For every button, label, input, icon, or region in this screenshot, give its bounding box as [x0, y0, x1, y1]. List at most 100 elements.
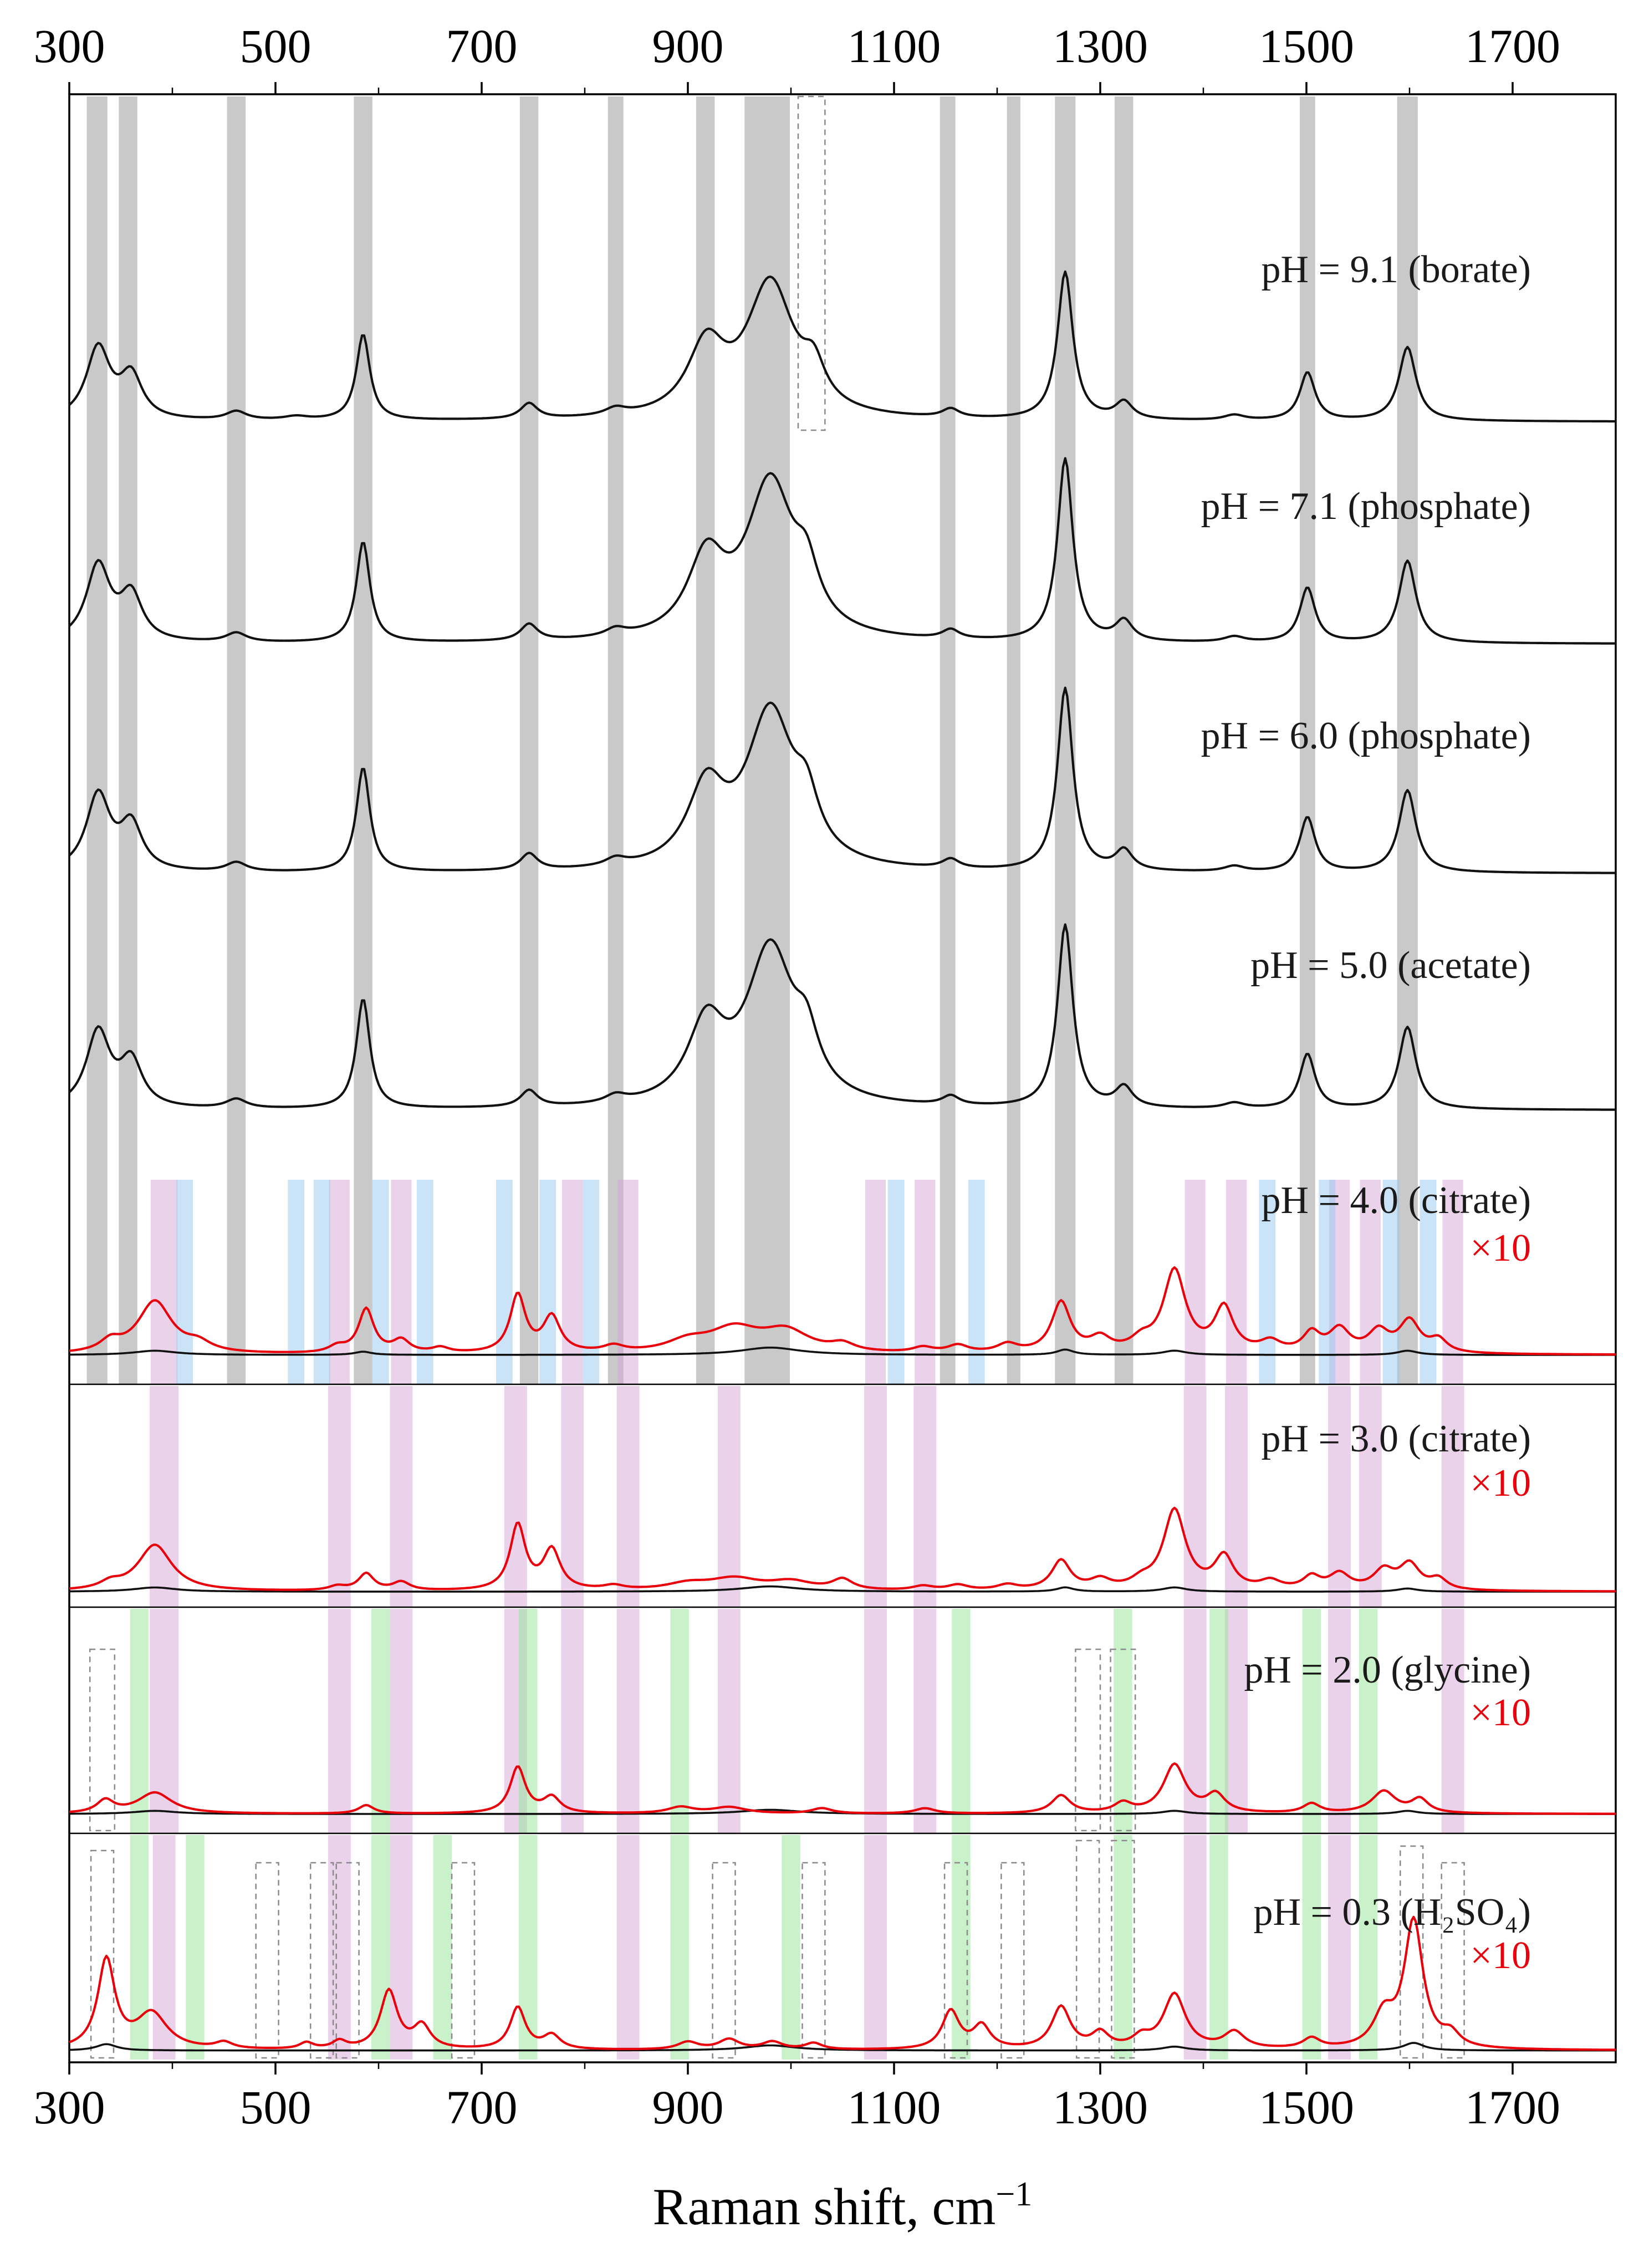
ph3-pink-band: [390, 1386, 413, 1607]
borate-dashed-band: [797, 95, 826, 431]
x-tick-label-top: 1500: [1259, 19, 1354, 73]
x-tick-label-top: 1300: [1053, 19, 1148, 73]
ph03-green-band: [186, 1835, 205, 2060]
x-tick-label-bottom: 1100: [847, 2081, 941, 2134]
ph03-green-band: [782, 1835, 800, 2060]
ph2-dashed-band: [1110, 1648, 1136, 1832]
spectrum-trace-ph9-1: [68, 270, 1616, 423]
ph2-green-band: [1209, 1609, 1228, 1833]
spectrum-trace-ph6-0: [68, 686, 1616, 874]
common-gray-band: [1007, 96, 1020, 1384]
ph03-dashed-band: [255, 1862, 279, 2059]
spectrum-trace-ph2-0: [69, 1762, 1616, 1815]
ph3-pink-band: [616, 1386, 640, 1607]
ph3-pink-band: [504, 1386, 527, 1607]
ph4-pink-band: [329, 1180, 350, 1384]
ph4-blue-band: [583, 1180, 600, 1384]
ph2-green-band: [1114, 1609, 1132, 1833]
ph4-blue-band: [1382, 1180, 1400, 1384]
plot-frame: [68, 93, 1617, 2063]
ph2-pink-band: [1183, 1609, 1207, 1833]
common-gray-band: [1115, 96, 1133, 1384]
ph03-dashed-band: [309, 1862, 334, 2059]
ph3-pink-band: [1183, 1386, 1207, 1607]
x-tick-label-top: 900: [652, 19, 724, 73]
panel-label-7: pH = 0.3 (H₂SO₄): [1254, 1891, 1531, 1934]
x-tick-label-bottom: 700: [446, 2081, 518, 2134]
ph03-dashed-band: [1075, 1839, 1100, 2059]
ph03-pink-band: [1183, 1835, 1207, 2060]
ph4-pink-band: [1226, 1180, 1247, 1384]
ph03-dashed-band: [801, 1862, 826, 2059]
panel-label-1: pH = 7.1 (phosphate): [1201, 485, 1531, 528]
ph4-blue-band: [1319, 1180, 1336, 1384]
ph2-pink-band: [390, 1609, 413, 1833]
ph03-pink-band: [152, 1835, 176, 2060]
reference-trace-ph4-0: [69, 1347, 1616, 1356]
ph03-green-band: [1209, 1835, 1228, 2060]
ph2-green-band: [1359, 1609, 1378, 1833]
panel-label-5: pH = 3.0 (citrate): [1261, 1418, 1531, 1460]
spectrum-trace-ph5-0: [68, 923, 1616, 1111]
ph03-green-band: [670, 1835, 689, 2060]
panel-label-6: pH = 2.0 (glycine): [1244, 1649, 1531, 1691]
x-tick-label-bottom: 500: [240, 2081, 312, 2134]
highlight-bands-layer: [86, 95, 1465, 2060]
ph3-pink-band: [717, 1386, 741, 1607]
panel-label-3: pH = 5.0 (acetate): [1250, 944, 1531, 987]
panel-labels-layer: pH = 9.1 (borate) pH = 7.1 (phosphate) p…: [1201, 248, 1531, 1977]
common-gray-band: [607, 96, 624, 1384]
ph4-pink-band: [617, 1180, 639, 1384]
ph4-pink-band: [391, 1180, 412, 1384]
spectra-layer: [68, 270, 1616, 2052]
ph4-blue-band: [288, 1180, 305, 1384]
common-gray-band: [940, 96, 956, 1384]
ph03-dashed-band: [451, 1862, 476, 2059]
ph4-blue-band: [968, 1180, 985, 1384]
ph2-green-band: [1302, 1609, 1321, 1833]
common-gray-band: [86, 96, 108, 1384]
ph03-pink-band: [864, 1835, 887, 2060]
common-gray-band: [1397, 96, 1418, 1384]
ph03-dashed-band: [1400, 1845, 1424, 2059]
ph4-blue-band: [1259, 1180, 1276, 1384]
common-gray-band: [227, 96, 246, 1384]
x-tick-label-bottom: 1500: [1259, 2081, 1354, 2134]
common-gray-band: [354, 96, 372, 1384]
ph3-pink-band: [864, 1386, 887, 1607]
axes-layer: 300 300 500 500 700 700 900 900 1100 1100 1300 1300…: [34, 19, 1617, 2134]
spectrum-trace-ph4-0: [69, 1266, 1616, 1356]
ph03-green-band: [433, 1835, 452, 2060]
ph4-pink-band: [562, 1180, 583, 1384]
ph4-blue-band: [176, 1180, 193, 1384]
ph2-green-band: [670, 1609, 689, 1833]
common-gray-band: [696, 96, 715, 1384]
ph03-green-band: [519, 1835, 538, 2060]
ph4-pink-band: [915, 1180, 936, 1384]
x-tick-label-top: 300: [34, 19, 105, 73]
ph03-green-band: [130, 1835, 149, 2060]
scale-label-5: ×10: [1470, 1462, 1531, 1505]
x-tick-label-top: 500: [240, 19, 312, 73]
scale-label-6: ×10: [1470, 1691, 1531, 1734]
common-gray-band: [1055, 96, 1076, 1384]
ph2-pink-band: [864, 1609, 887, 1833]
ph2-pink-band: [1225, 1609, 1248, 1833]
ph2-pink-band: [1441, 1609, 1464, 1833]
ph03-dashed-band: [1441, 1862, 1465, 2059]
ph03-pink-band: [328, 1835, 351, 2060]
ph03-pink-band: [616, 1835, 640, 2060]
ph03-green-band: [1302, 1835, 1321, 2060]
x-tick-label-bottom: 1300: [1053, 2081, 1148, 2134]
ph4-pink-band: [1184, 1180, 1206, 1384]
x-tick-label-top: 1700: [1465, 19, 1560, 73]
ph3-pink-band: [150, 1386, 179, 1607]
ph3-pink-band: [1225, 1386, 1248, 1607]
x-axis-title: Raman shift, cm−1: [653, 2175, 1033, 2236]
ph2-dashed-band: [1075, 1648, 1101, 1832]
ph03-pink-band: [390, 1835, 413, 2060]
spectrum-trace-ph0-3: [69, 1915, 1616, 2051]
ph4-blue-band: [539, 1180, 556, 1384]
